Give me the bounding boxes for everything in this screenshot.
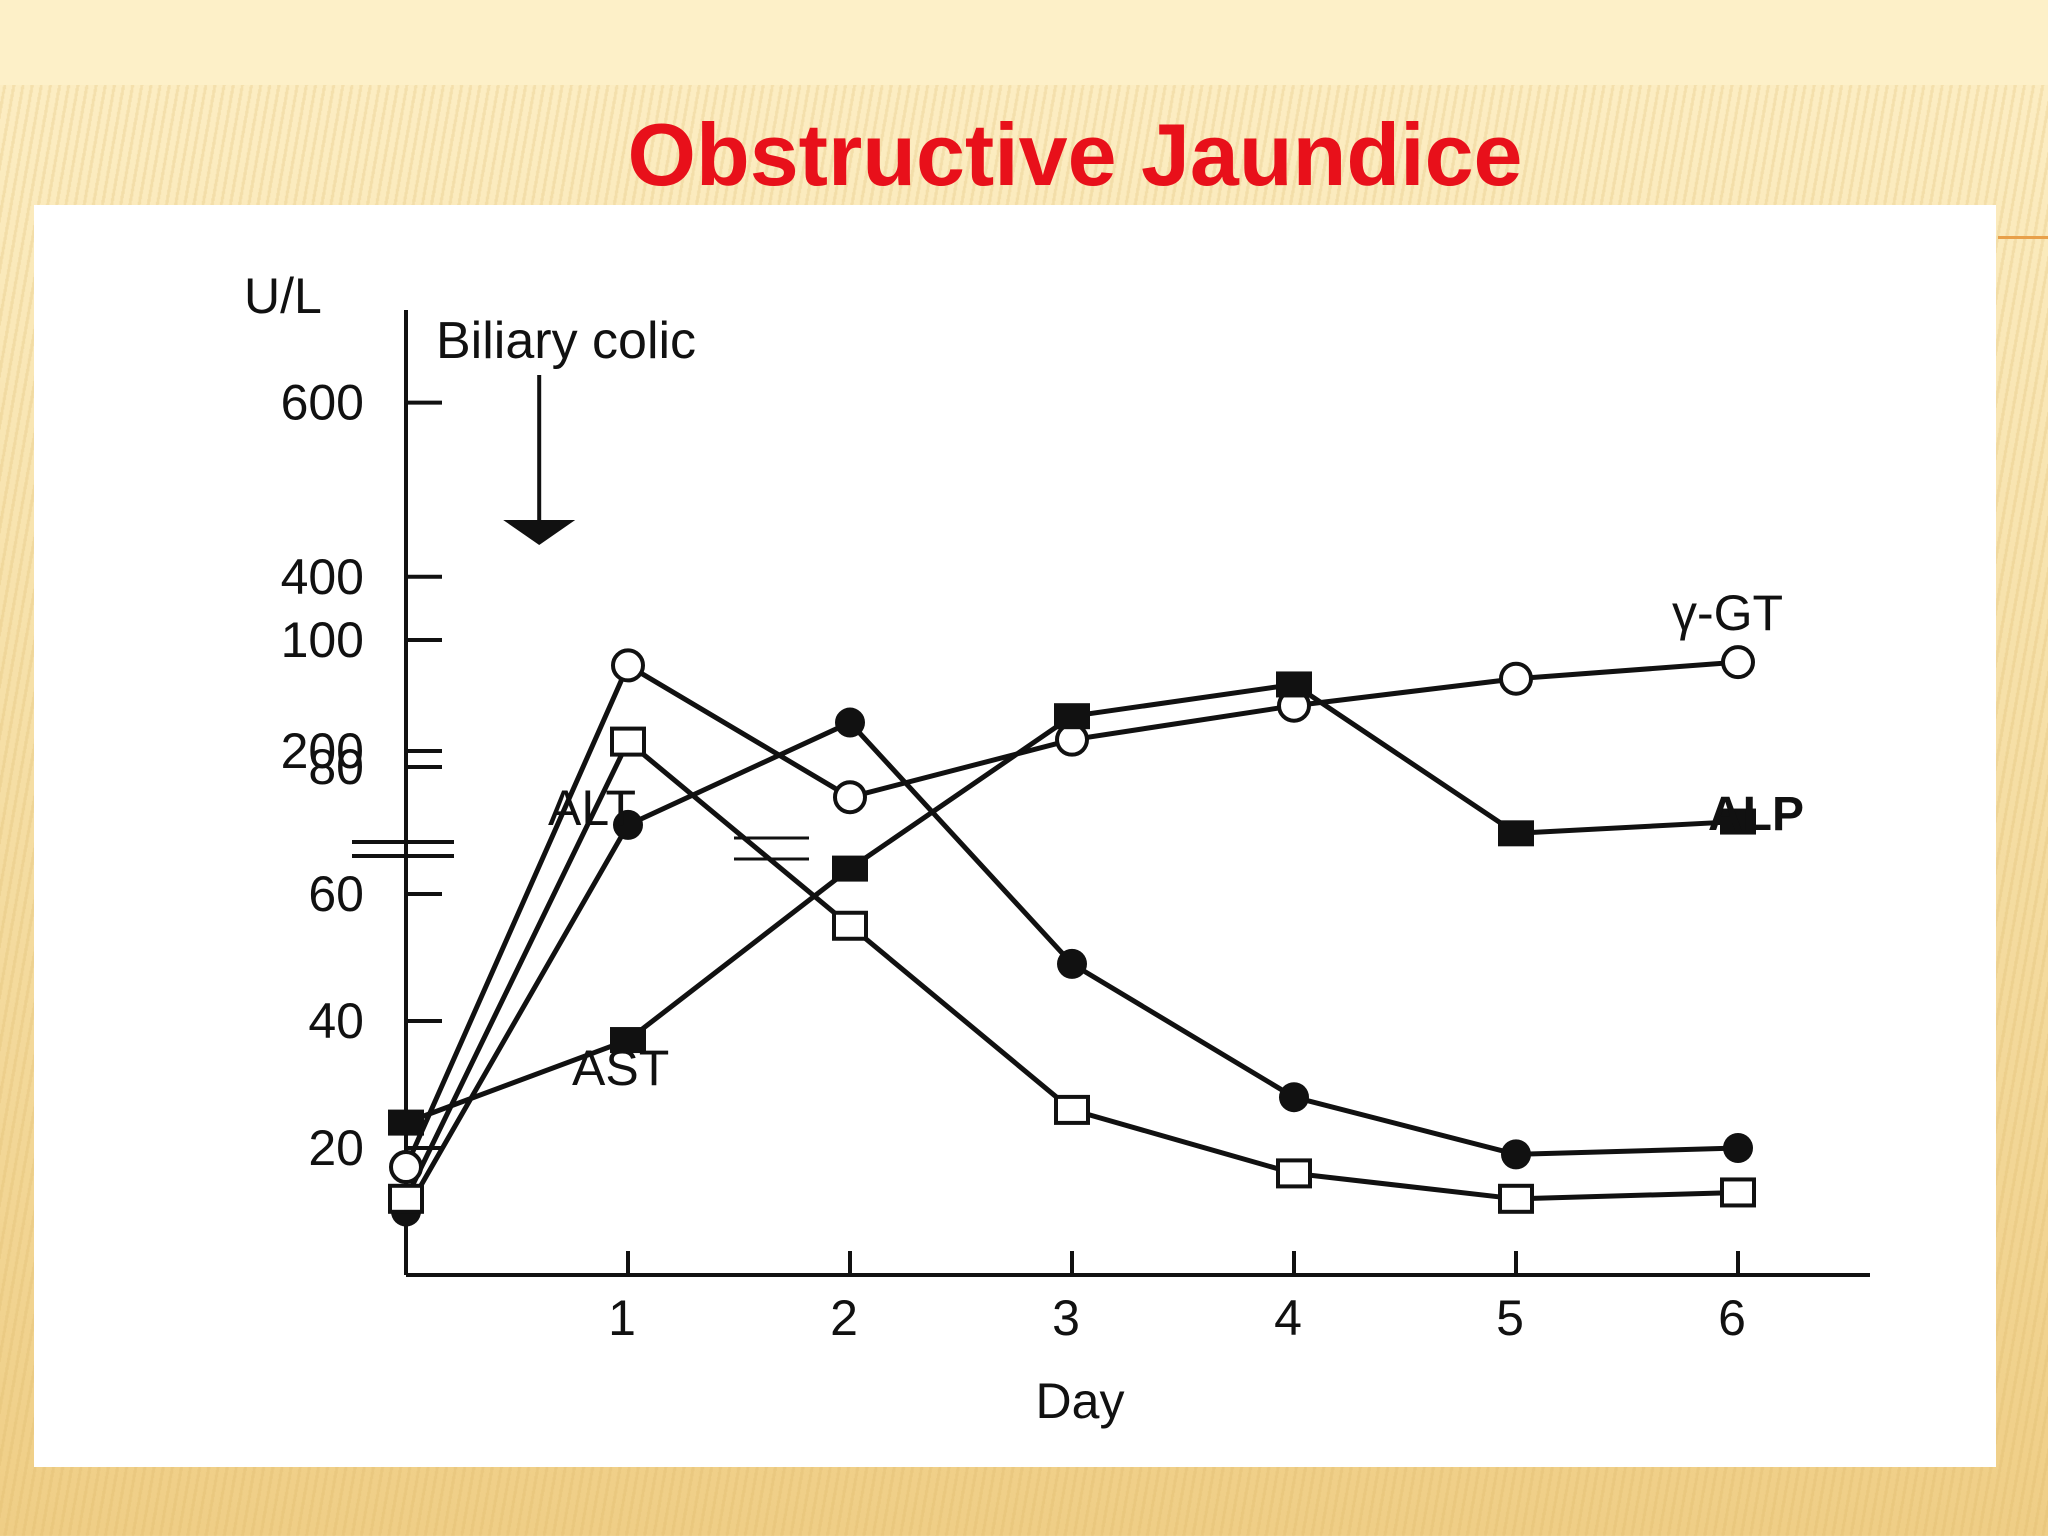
- y-tick-label: 40: [308, 993, 364, 1049]
- y-tick-label: 60: [308, 866, 364, 922]
- series-label-ast: AST: [572, 1040, 669, 1096]
- chart-panel: 600 400 200 100 80 60 40 20 1 2 3 4 5 6 U/L Day Bilia…: [34, 205, 1996, 1467]
- x-axis-label: Day: [1036, 1373, 1125, 1429]
- data-point-alp: [832, 855, 868, 882]
- data-point-gt: [611, 648, 645, 683]
- data-point-gt: [389, 1150, 423, 1185]
- decorative-accent-line: [1998, 236, 2048, 239]
- series-label-gamma-gt: γ-GT: [1672, 585, 1783, 641]
- y-tick-label: 400: [281, 549, 364, 605]
- x-tick-label: 1: [608, 1290, 636, 1346]
- y-tick-label: 20: [308, 1120, 364, 1176]
- series-label-alt: ALT: [548, 780, 636, 836]
- x-tick-label: 3: [1052, 1290, 1080, 1346]
- data-point-alp: [1054, 703, 1090, 730]
- data-point-alt: [1501, 1139, 1531, 1170]
- x-tick-label: 5: [1496, 1290, 1524, 1346]
- line-chart: 600 400 200 100 80 60 40 20 1 2 3 4 5 6 U/L Day Bilia…: [244, 268, 1870, 1429]
- data-point-ast: [832, 910, 868, 941]
- data-point-alt: [835, 707, 865, 738]
- data-point-alp: [1498, 820, 1534, 847]
- data-point-gt: [1721, 645, 1755, 680]
- x-tick-label: 2: [830, 1290, 858, 1346]
- data-point-ast: [1498, 1183, 1534, 1214]
- series-label-alp: ALP: [1708, 788, 1804, 841]
- y-tick-label: 80: [308, 739, 364, 795]
- data-point-gt: [1499, 661, 1533, 696]
- data-point-ast: [1276, 1158, 1312, 1189]
- y-tick-label: 200: [281, 723, 364, 779]
- y-tick-label: 600: [281, 375, 364, 431]
- data-point-alp: [1720, 808, 1756, 835]
- data-point-ast: [610, 726, 646, 757]
- slide-title: Obstructive Jaundice: [627, 105, 1523, 204]
- y-axis-unit-label: U/L: [244, 268, 322, 324]
- data-point-alp: [1276, 671, 1312, 698]
- data-point-gt: [833, 780, 867, 815]
- data-point-alt: [1057, 948, 1087, 979]
- data-point-ast: [1054, 1094, 1090, 1125]
- slide-header-band: [0, 0, 2048, 85]
- data-point-alt: [613, 809, 643, 840]
- x-tick-label: 4: [1274, 1290, 1302, 1346]
- data-point-alt: [1723, 1133, 1753, 1163]
- data-point-alt: [1279, 1082, 1309, 1113]
- data-point-alp: [388, 1109, 424, 1136]
- biliary-colic-annotation: Biliary colic: [436, 312, 696, 370]
- y-tick-label: 100: [281, 612, 364, 668]
- data-point-ast: [1720, 1177, 1756, 1208]
- data-point-ast: [388, 1183, 424, 1214]
- data-point-alp: [610, 1027, 646, 1054]
- annotation-arrow-head: [503, 520, 576, 545]
- x-tick-label: 6: [1718, 1290, 1746, 1346]
